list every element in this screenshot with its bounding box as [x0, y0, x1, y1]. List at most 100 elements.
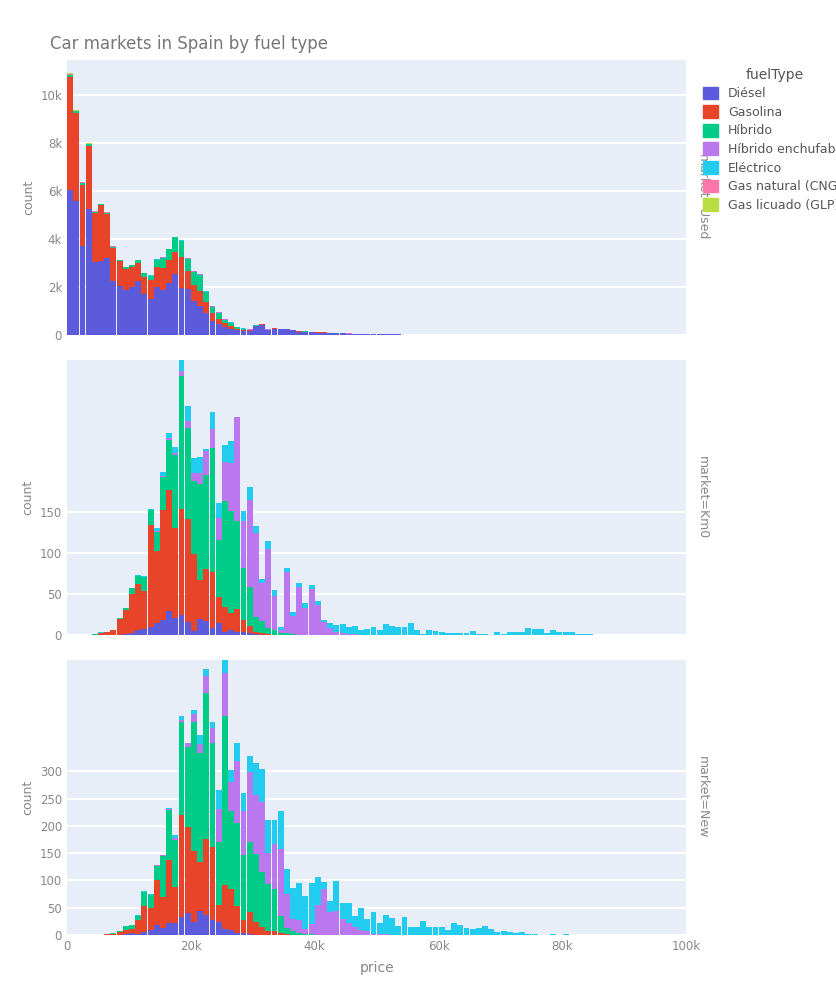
- Bar: [426, 927, 431, 935]
- Bar: [154, 267, 160, 287]
- Bar: [259, 579, 265, 583]
- Bar: [178, 371, 184, 376]
- Bar: [191, 554, 196, 631]
- Bar: [327, 901, 333, 912]
- Bar: [290, 919, 296, 931]
- Bar: [252, 326, 258, 335]
- Bar: [197, 484, 203, 580]
- Bar: [172, 838, 178, 840]
- Bar: [438, 632, 444, 635]
- Bar: [271, 820, 277, 844]
- Bar: [426, 630, 431, 635]
- Bar: [197, 862, 203, 911]
- Bar: [216, 313, 222, 319]
- Bar: [321, 889, 327, 935]
- Bar: [252, 854, 258, 922]
- Bar: [141, 273, 147, 277]
- Bar: [476, 634, 482, 635]
- Bar: [185, 827, 191, 913]
- Bar: [135, 260, 141, 263]
- Bar: [240, 632, 246, 635]
- Bar: [414, 630, 420, 635]
- X-axis label: price: price: [359, 961, 394, 975]
- Bar: [185, 421, 191, 428]
- Bar: [185, 289, 191, 335]
- Bar: [166, 809, 172, 810]
- Bar: [160, 856, 166, 897]
- Bar: [209, 847, 215, 920]
- Bar: [234, 743, 240, 761]
- Bar: [222, 327, 227, 335]
- Bar: [197, 619, 203, 635]
- Bar: [129, 925, 135, 929]
- Bar: [314, 333, 320, 335]
- Bar: [432, 631, 438, 635]
- Bar: [482, 634, 487, 635]
- Bar: [191, 473, 196, 481]
- Bar: [247, 842, 252, 912]
- Bar: [123, 634, 129, 635]
- Bar: [123, 269, 129, 290]
- Bar: [216, 597, 222, 623]
- Bar: [364, 919, 370, 931]
- Bar: [247, 626, 252, 633]
- Bar: [74, 201, 79, 335]
- Bar: [283, 894, 289, 928]
- Bar: [67, 77, 73, 190]
- Bar: [352, 626, 358, 634]
- Bar: [234, 327, 240, 329]
- Bar: [240, 793, 246, 811]
- Bar: [197, 274, 203, 275]
- Bar: [228, 326, 234, 329]
- Bar: [228, 441, 234, 463]
- Bar: [228, 811, 234, 889]
- Bar: [154, 287, 160, 335]
- Bar: [327, 623, 333, 628]
- Bar: [216, 809, 222, 842]
- Bar: [518, 932, 524, 935]
- Bar: [222, 885, 227, 929]
- Bar: [259, 633, 265, 635]
- Bar: [160, 928, 166, 935]
- Bar: [197, 306, 203, 335]
- Bar: [451, 633, 456, 635]
- Bar: [203, 669, 209, 676]
- Bar: [358, 630, 364, 635]
- Bar: [500, 931, 506, 935]
- Bar: [265, 549, 271, 628]
- Bar: [321, 882, 327, 889]
- Bar: [389, 626, 395, 635]
- Bar: [185, 913, 191, 935]
- Bar: [296, 587, 302, 635]
- Bar: [345, 903, 351, 923]
- Bar: [339, 624, 345, 633]
- Bar: [166, 611, 172, 635]
- Bar: [345, 923, 351, 935]
- Bar: [216, 540, 222, 597]
- Bar: [525, 934, 531, 935]
- Bar: [296, 332, 302, 335]
- Bar: [85, 146, 91, 209]
- Bar: [129, 594, 135, 633]
- Bar: [228, 630, 234, 635]
- Bar: [278, 630, 283, 633]
- Bar: [456, 633, 462, 635]
- Bar: [308, 585, 314, 589]
- Bar: [308, 924, 314, 934]
- Bar: [216, 319, 222, 324]
- Bar: [252, 533, 258, 617]
- Bar: [203, 915, 209, 935]
- Bar: [494, 932, 500, 935]
- Bar: [345, 334, 351, 335]
- Bar: [370, 627, 376, 635]
- Bar: [178, 917, 184, 935]
- Bar: [271, 329, 277, 335]
- Bar: [463, 928, 469, 935]
- Bar: [314, 601, 320, 605]
- Bar: [308, 589, 314, 635]
- Bar: [79, 183, 85, 185]
- Bar: [259, 621, 265, 633]
- Bar: [216, 842, 222, 905]
- Bar: [172, 887, 178, 923]
- Bar: [234, 632, 240, 635]
